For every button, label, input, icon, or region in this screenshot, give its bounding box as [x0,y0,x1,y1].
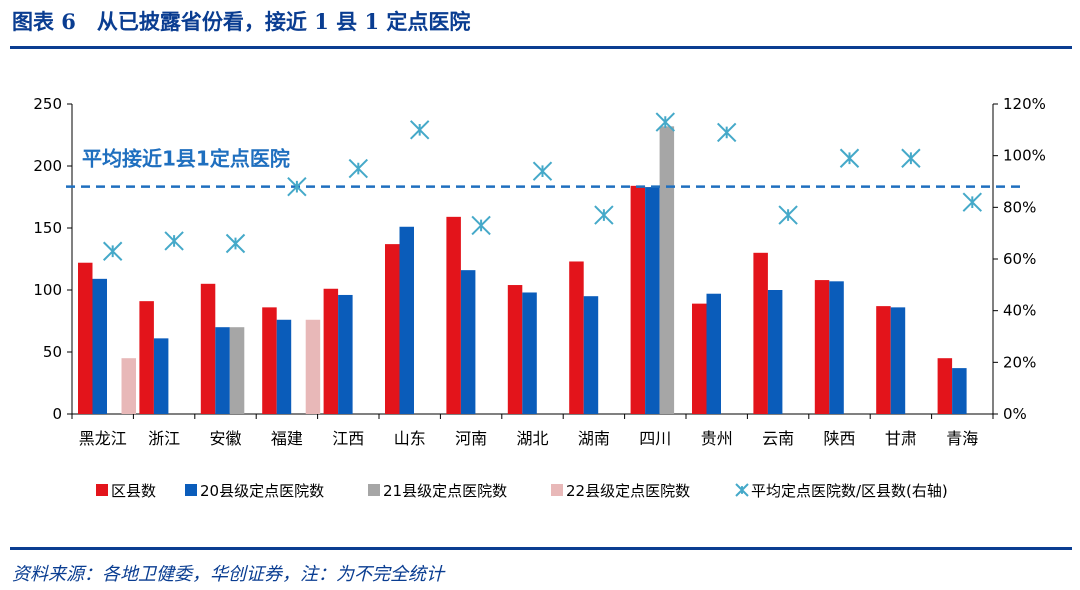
left-axis-tick-label: 200 [33,157,62,175]
bar-hosp20 [829,281,844,414]
bar-hosp20 [583,296,599,414]
bar-county [569,261,584,414]
right-axis-tick-label: 0% [1003,405,1027,423]
right-axis-tick-label: 60% [1003,250,1036,268]
x-axis-tick-label: 湖南 [578,429,610,448]
bar-hosp21 [659,126,675,414]
footer-rule [10,547,1072,550]
x-axis-tick-label: 四川 [639,429,671,448]
bar-hosp20 [952,368,967,414]
bar-county [876,306,891,414]
bar-county [446,216,461,414]
right-axis-tick-label: 20% [1003,353,1036,371]
ratio-marker [839,148,860,168]
reference-line-label: 平均接近1县1定点医院 [82,147,290,171]
bar-hosp21 [229,327,245,414]
legend-label: 20县级定点医院数 [200,482,324,500]
ratio-marker [594,205,614,225]
bar-hosp20 [399,226,414,414]
x-axis-tick-label: 陕西 [823,429,855,448]
ratio-marker [655,112,676,132]
x-axis-tick-label: 湖北 [516,429,548,448]
x-axis-tick-label: 浙江 [148,429,180,448]
bar-county [630,185,646,414]
bar-county [814,280,830,414]
right-axis-tick-label: 80% [1003,198,1036,216]
legend-swatch [551,484,563,496]
bar-hosp20 [767,290,783,414]
bar-county [262,307,277,414]
x-axis-tick-label: 山东 [394,429,426,448]
bar-hosp20 [153,338,169,414]
ratio-marker [287,176,307,197]
ratio-marker [716,122,737,143]
bar-hosp20 [92,278,107,414]
bar-hosp20 [890,307,906,414]
bar-county [385,244,400,414]
bar-hosp20 [338,294,353,414]
right-axis-tick-label: 40% [1003,302,1036,320]
bar-county [507,285,523,414]
legend-marker [735,483,749,497]
x-axis-tick-label: 黑龙江 [79,429,127,448]
x-axis-tick-label: 安徽 [209,429,241,448]
legend-label: 22县级定点医院数 [566,482,690,500]
bar-county [323,288,339,414]
title-rule [10,46,1072,49]
bar-hosp20 [645,187,660,414]
ratio-marker [962,192,983,212]
source-note: 资料来源：各地卫健委，华创证券，注：为不完全统计 [12,564,444,585]
left-axis-tick-label: 50 [43,343,62,361]
legend-swatch [96,484,108,496]
right-axis-tick-label: 120% [1003,95,1046,113]
ratio-marker [409,120,430,140]
x-axis-tick-label: 云南 [762,429,794,448]
legend-swatch [185,484,197,496]
bar-county [753,252,768,414]
bar-hosp20 [215,327,230,414]
left-axis-tick-label: 150 [33,219,62,237]
left-axis-tick-label: 250 [33,95,62,113]
x-axis-tick-label: 福建 [271,429,303,448]
x-axis-tick-label: 河南 [455,429,487,448]
bar-hosp20 [460,270,476,414]
left-axis-tick-label: 100 [33,281,62,299]
bar-county [937,358,953,414]
ratio-marker [901,148,921,168]
legend-label: 21县级定点医院数 [383,482,507,500]
left-axis-tick-label: 0 [52,405,62,423]
ratio-marker [471,215,491,236]
bar-hosp20 [276,319,292,414]
legend-label: 平均定点医院数/区县数(右轴) [751,482,948,500]
ratio-marker [348,158,369,179]
bar-hosp22 [121,358,136,414]
ratio-marker [778,205,798,225]
bar-county [200,283,216,414]
bar-county [139,301,154,414]
bar-hosp20 [706,293,721,414]
legend-label: 区县数 [111,482,156,500]
ratio-marker [164,231,184,251]
bar-county [692,303,707,414]
x-axis-tick-label: 青海 [946,429,978,448]
bar-hosp22 [305,319,321,414]
ratio-marker [102,241,123,261]
bar-hosp20 [522,292,537,414]
ratio-marker [225,233,246,254]
legend-swatch [368,484,380,496]
bar-county [78,262,93,414]
right-axis-tick-label: 100% [1003,147,1046,165]
x-axis-tick-label: 贵州 [701,429,733,448]
figure-title: 图表 6 从已披露省份看，接近 1 县 1 定点医院 [12,9,471,34]
ratio-marker [532,161,553,181]
x-axis-tick-label: 甘肃 [885,429,917,448]
x-axis-tick-label: 江西 [332,429,364,448]
